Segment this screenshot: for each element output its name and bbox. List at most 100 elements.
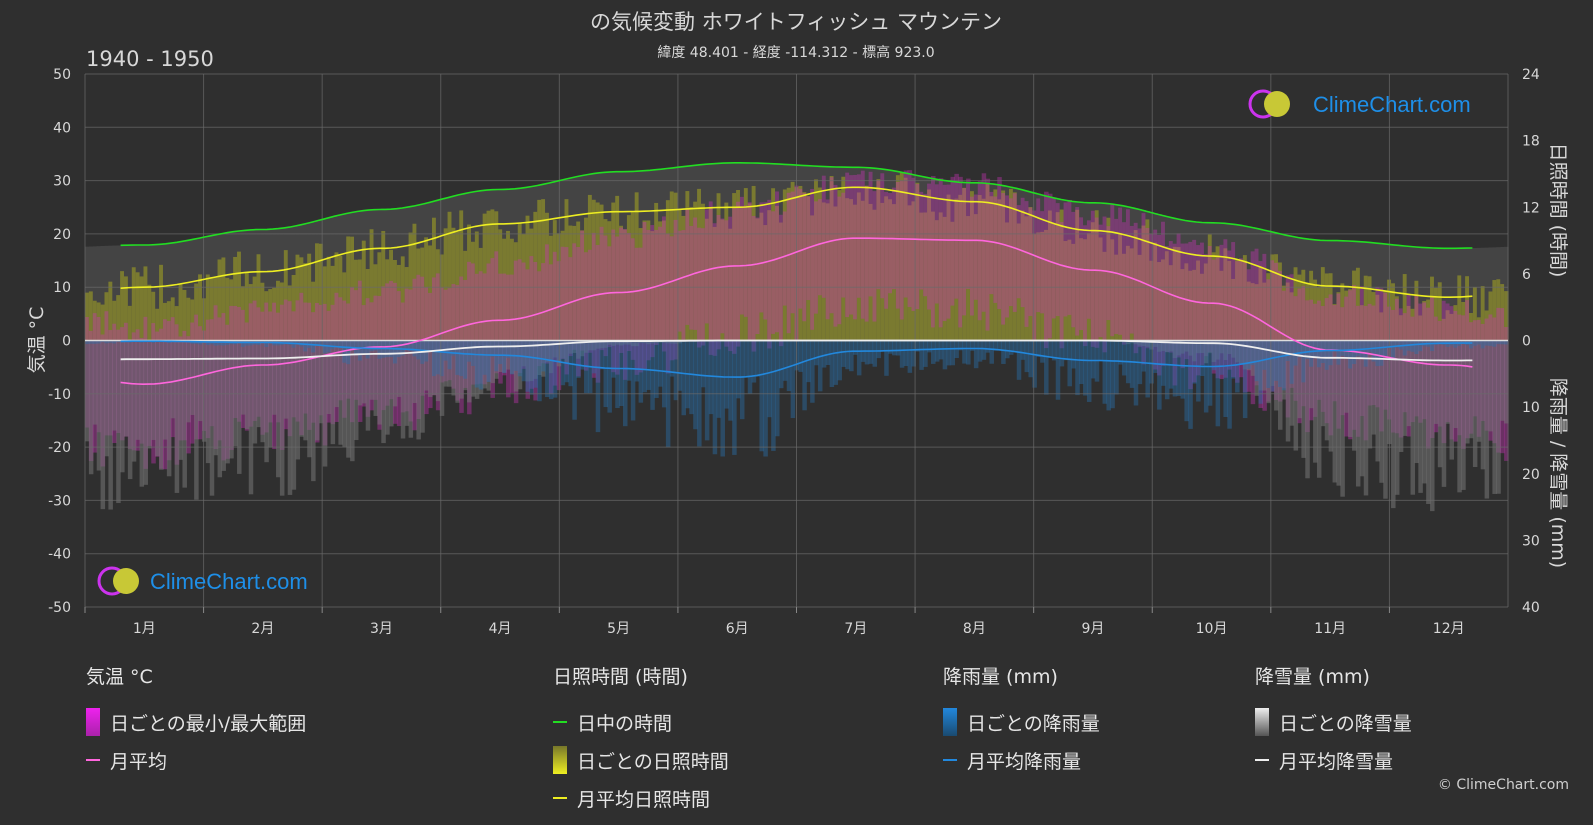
daily-temp-range-bar xyxy=(1164,246,1170,352)
daily-rain-bar xyxy=(1332,340,1338,352)
daily-sunshine-bar xyxy=(1008,188,1014,341)
daily-sunshine-bar xyxy=(1398,315,1404,341)
daily-rain-bar xyxy=(1028,340,1033,378)
daily-sunshine-bar xyxy=(630,212,636,341)
chart-title: の気候変動 ホワイトフィッシュ マウンテン xyxy=(590,10,1002,34)
daily-rain-bar xyxy=(1488,340,1494,346)
daily-rain-bar xyxy=(767,340,772,418)
daily-temp-range-bar xyxy=(1274,262,1279,401)
daily-temp-range-bar xyxy=(564,247,570,375)
daily-temp-range-bar xyxy=(911,177,917,311)
daily-rain-bar xyxy=(997,340,1002,351)
daily-sunshine-bar xyxy=(533,211,538,341)
daily-temp-range-bar xyxy=(708,201,714,355)
daily-sunshine-bar xyxy=(1375,294,1380,341)
daily-sunshine-bar xyxy=(1449,313,1455,341)
daily-sunshine-bar xyxy=(513,242,519,341)
daily-rain-bar xyxy=(1083,340,1088,396)
daily-sunshine-bar xyxy=(1172,246,1178,341)
daily-temp-range-bar xyxy=(619,227,624,353)
daily-temp-range-bar xyxy=(1129,225,1135,334)
daily-rain-bar xyxy=(455,340,460,375)
daily-sunshine-bar xyxy=(307,253,312,341)
daily-sunshine-bar xyxy=(1258,266,1263,341)
daily-rain-bar xyxy=(576,340,581,378)
legend-snow-daily-label: 日ごとの降雪量 xyxy=(1279,712,1412,735)
daily-sunshine-bar xyxy=(322,266,328,341)
daily-sunshine-bar xyxy=(369,229,375,341)
daily-temp-range-bar xyxy=(548,264,554,395)
daily-sunshine-bar xyxy=(1176,247,1182,341)
daily-rain-bar xyxy=(1047,340,1053,358)
daily-rain-bar xyxy=(322,340,328,354)
daily-sunshine-bar xyxy=(623,229,628,341)
daily-rain-bar xyxy=(591,340,597,374)
daily-temp-range-bar xyxy=(1098,224,1104,338)
daily-sunshine-bar xyxy=(938,212,944,341)
daily-sunshine-bar xyxy=(650,231,655,341)
daily-snow-bar xyxy=(365,340,371,431)
daily-sunshine-bar xyxy=(673,192,679,341)
daily-sunshine-bar xyxy=(942,216,948,341)
legend-snow-header: 降雪量 (mm) xyxy=(1255,666,1370,688)
daily-rain-bar xyxy=(1391,340,1396,360)
daily-temp-range-bar xyxy=(1016,205,1022,299)
daily-sunshine-bar xyxy=(244,271,250,341)
daily-sunshine-bar xyxy=(350,236,355,341)
daily-temp-range-bar xyxy=(950,176,955,306)
brand-logo-bottom[interactable]: ClimeChart.com xyxy=(97,566,308,596)
daily-sunshine-bar xyxy=(455,231,460,341)
daily-temp-range-bar xyxy=(860,170,866,319)
daily-snow-bar xyxy=(354,340,359,441)
daily-sunshine-bar xyxy=(287,285,293,341)
right-bottom-tick-label: 10 xyxy=(1522,400,1540,416)
daily-sunshine-bar xyxy=(1040,231,1045,341)
daily-sunshine-bar xyxy=(400,256,406,341)
daily-temp-range-bar xyxy=(724,220,729,347)
daily-sunshine-bar xyxy=(1410,308,1416,341)
legend-snow-daily: 日ごとの降雪量 xyxy=(1255,703,1412,741)
daily-sunshine-bar xyxy=(104,292,109,341)
daily-snow-bar xyxy=(198,340,203,422)
daily-snow-bar xyxy=(1145,340,1150,347)
daily-snow-bar xyxy=(392,340,398,407)
daily-sunshine-bar xyxy=(431,217,437,341)
daily-sunshine-bar xyxy=(435,249,441,341)
daily-snow-bar xyxy=(1313,340,1318,463)
daily-sunshine-bar xyxy=(993,189,998,341)
daily-snow-bar xyxy=(279,340,285,496)
daily-rain-bar xyxy=(1238,340,1244,365)
daily-rain-bar xyxy=(673,340,679,401)
daylight-backdrop-bar xyxy=(1336,240,1341,341)
daily-rain-bar xyxy=(486,340,492,383)
daily-sunshine-bar xyxy=(412,223,417,341)
daily-rain-bar xyxy=(907,340,913,373)
daily-temp-range-bar xyxy=(747,202,753,341)
daily-temp-range-bar xyxy=(568,257,573,357)
daily-temp-range-bar xyxy=(420,276,425,396)
daily-sunshine-bar xyxy=(1336,292,1341,341)
daily-rain-bar xyxy=(1348,340,1353,369)
daily-snow-bar xyxy=(1375,340,1380,462)
left-tick-label: 30 xyxy=(53,174,71,190)
daily-temp-range-bar xyxy=(1044,191,1049,349)
daily-snow-bar xyxy=(205,340,211,464)
daily-sunshine-bar xyxy=(798,185,803,341)
daily-sunshine-bar xyxy=(1352,270,1357,341)
daily-rain-bar xyxy=(1375,340,1380,367)
daily-rain-bar xyxy=(821,340,827,368)
daily-snow-bar xyxy=(182,340,187,488)
daily-temp-range-bar xyxy=(802,192,807,322)
daily-sunshine-bar xyxy=(186,297,191,341)
daily-temp-range-bar xyxy=(572,243,577,350)
daily-sunshine-bar xyxy=(1071,243,1076,341)
daily-temp-range-bar xyxy=(607,246,612,348)
daily-rain-bar xyxy=(693,340,698,430)
brand-logo-top[interactable]: ClimeChart.com xyxy=(1248,89,1471,119)
logo-sun-icon xyxy=(1264,91,1290,117)
daily-temp-range-bar xyxy=(1047,193,1053,339)
brand-text-top: ClimeChart.com xyxy=(1313,92,1471,117)
daylight-backdrop-bar xyxy=(1359,241,1365,341)
daily-rain-bar xyxy=(1277,340,1283,387)
daily-temp-range-bar xyxy=(545,244,550,364)
